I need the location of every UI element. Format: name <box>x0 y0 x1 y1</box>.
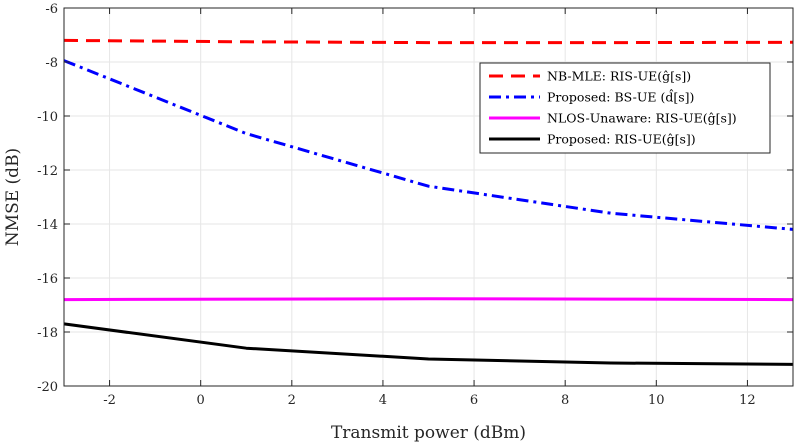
x-tick-label: 0 <box>197 393 205 408</box>
x-tick-label: 2 <box>288 393 296 408</box>
series-line-3 <box>63 297 794 302</box>
y-tick-label: -10 <box>37 110 58 125</box>
series-layer <box>63 38 794 366</box>
y-axis-label: NMSE (dB) <box>3 148 23 246</box>
x-tick-label: 4 <box>379 393 387 408</box>
axis-ticks <box>64 7 793 387</box>
plot-frame <box>63 7 794 387</box>
series-line-2 <box>63 59 794 231</box>
y-tick-label: -6 <box>45 2 58 17</box>
series-line-1 <box>63 38 794 45</box>
x-tick-label: 10 <box>648 393 665 408</box>
x-axis-label: Transmit power (dBm) <box>331 423 526 443</box>
legend: NB-MLE: RIS-UE(ĝ[s]) Proposed: BS-UE (d̂[… <box>479 62 771 154</box>
y-tick-label: -12 <box>37 164 58 179</box>
legend-label-4: Proposed: RIS-UE(ĝ[s]) <box>547 132 696 147</box>
y-tick-label: -8 <box>45 56 58 71</box>
y-tick-label: -18 <box>37 326 58 341</box>
y-tick-label: -14 <box>37 218 58 233</box>
axis-tick-labels: -2 0 2 4 6 8 10 12-20-18-16-14-12-10-8-6 <box>37 2 756 408</box>
x-tick-label: -2 <box>103 393 116 408</box>
x-tick-label: 12 <box>739 393 756 408</box>
x-tick-label: 6 <box>470 393 478 408</box>
y-tick-label: -16 <box>37 272 58 287</box>
series-line-4 <box>63 322 794 366</box>
y-tick-label: -20 <box>37 380 58 395</box>
legend-label-1: NB-MLE: RIS-UE(ĝ[s]) <box>547 69 691 84</box>
x-tick-label: 8 <box>561 393 569 408</box>
legend-label-3: NLOS-Unaware: RIS-UE(ĝ[s]) <box>547 111 737 126</box>
legend-label-2: Proposed: BS-UE (d̂[s]) <box>547 88 694 105</box>
